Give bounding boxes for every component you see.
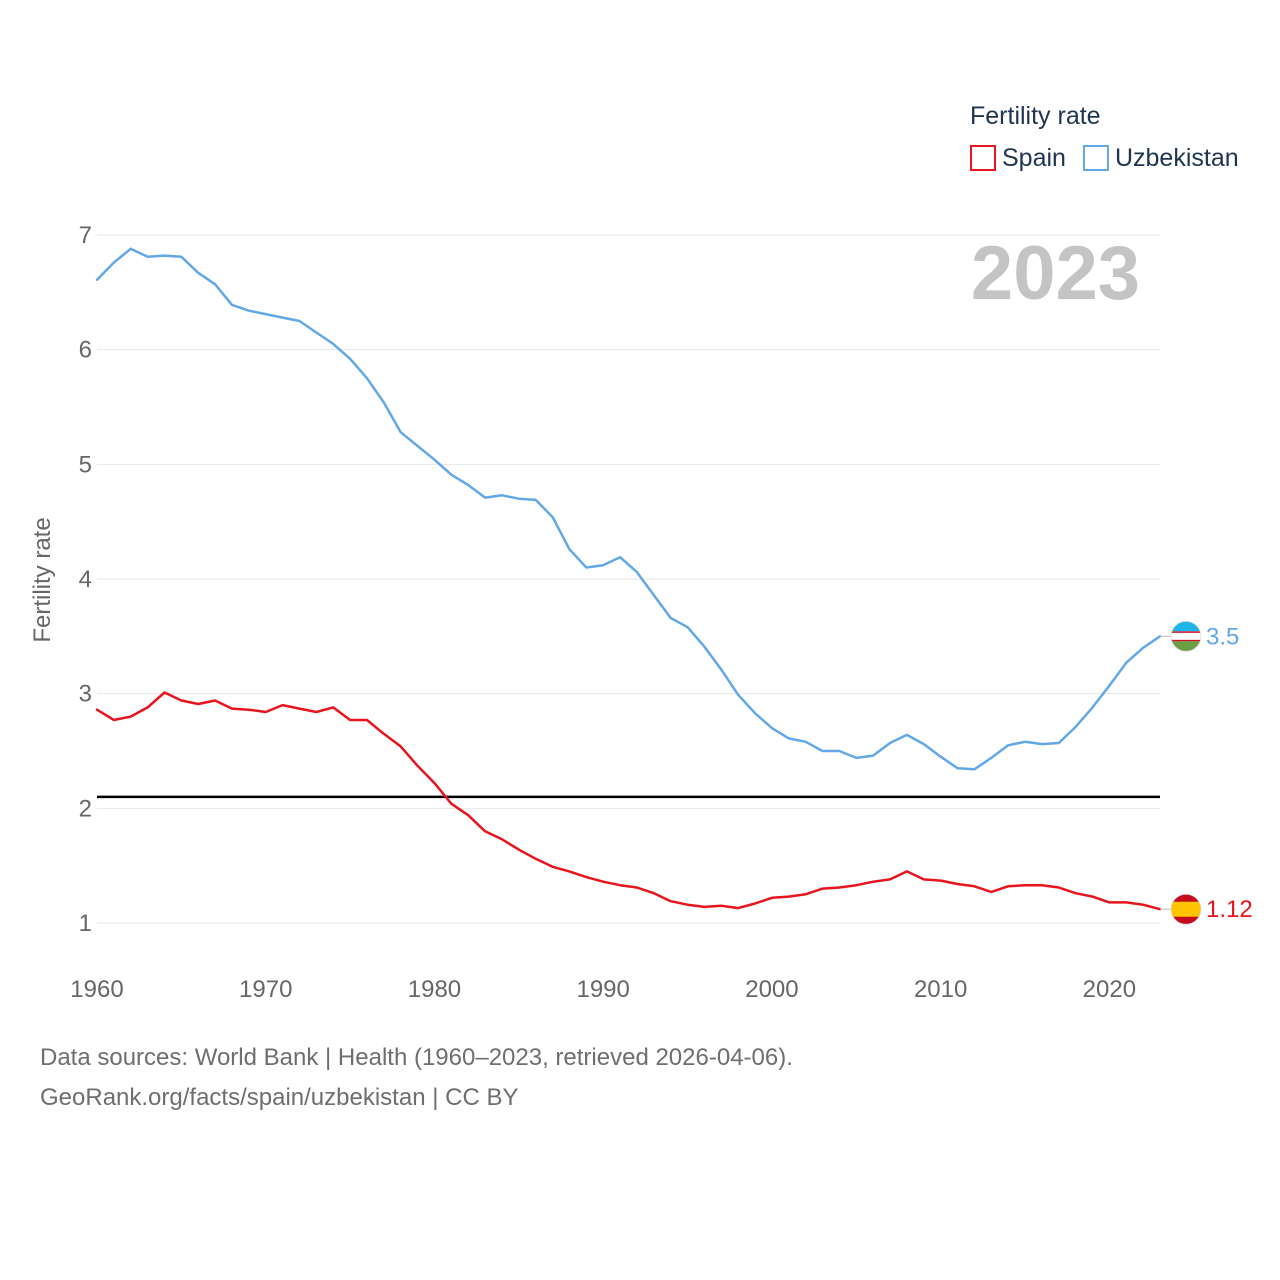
y-tick-label: 7 [79,222,92,249]
y-tick-label: 2 [79,795,92,822]
x-tick-label: 2020 [1083,976,1136,1003]
end-value-label-spain: 1.12 [1206,896,1253,923]
y-tick-label: 3 [79,681,92,708]
x-tick-label: 1960 [70,976,123,1003]
y-axis-title: Fertility rate [29,517,56,642]
x-tick-label: 1980 [408,976,461,1003]
series-group [95,247,1162,911]
y-axis-ticks: 1 2 3 4 5 6 7 [79,222,92,937]
end-value-label-uzbekistan: 3.5 [1206,623,1239,650]
legend-label: Spain [1002,144,1066,172]
y-tick-label: 6 [79,337,92,364]
legend-title: Fertility rate [970,102,1101,130]
x-tick-label: 1990 [576,976,629,1003]
legend-item-uzbekistan[interactable]: Uzbekistan [1082,144,1239,172]
attribution-link[interactable]: GeoRank.org/facts/spain/uzbekistan | CC … [40,1084,519,1111]
series-line-spain [95,691,1162,911]
spain-flag-icon [1170,893,1202,925]
y-tick-label: 1 [79,910,92,937]
legend-item-spain[interactable]: Spain [970,144,1066,172]
gridlines [97,234,1160,924]
series-line-uzbekistan [95,247,1162,771]
x-tick-label: 2000 [745,976,798,1003]
data-source-note: Data sources: World Bank | Health (1960–… [40,1044,793,1071]
x-axis-ticks: 1960 1970 1980 1990 2000 2010 2020 [70,976,1136,1003]
legend-swatch [970,145,996,171]
legend-items: Spain Uzbekistan [970,144,1239,172]
x-tick-label: 1970 [239,976,292,1003]
uzbekistan-flag-icon [1170,620,1202,652]
year-watermark: 2023 [971,231,1140,316]
legend-swatch [1082,145,1109,171]
legend-label: Uzbekistan [1115,144,1239,172]
x-tick-label: 2010 [914,976,967,1003]
y-tick-label: 5 [79,451,92,478]
legend: Fertility rate Spain Uzbekistan [970,102,1239,172]
y-tick-label: 4 [79,566,92,593]
end-markers: 1.12 3.5 [1160,620,1253,925]
